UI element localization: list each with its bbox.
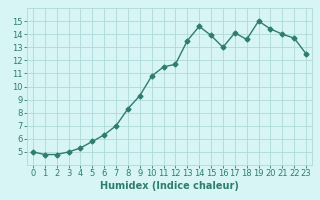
X-axis label: Humidex (Indice chaleur): Humidex (Indice chaleur) [100, 181, 239, 191]
